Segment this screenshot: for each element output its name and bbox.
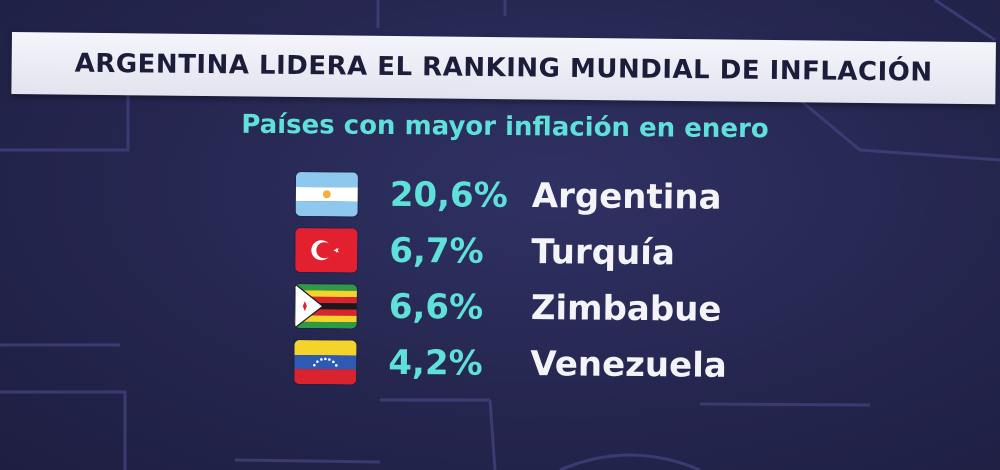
title-banner: ARGENTINA LIDERA EL RANKING MUNDIAL DE I… (11, 32, 996, 105)
ranking-row: 6,7% Turquía (295, 227, 755, 278)
argentina-flag-icon (295, 172, 358, 217)
country-name: Zimbabue (530, 288, 722, 330)
ranking-row: 4,2% Venezuela (294, 339, 754, 390)
country-name: Turquía (531, 232, 676, 274)
inflation-value: 20,6% (389, 174, 508, 216)
chart-title: ARGENTINA LIDERA EL RANKING MUNDIAL DE I… (74, 48, 933, 88)
inflation-value: 4,2% (388, 342, 483, 384)
country-name: Venezuela (530, 344, 727, 386)
chart-subtitle: Países con mayor inflación en enero (241, 109, 769, 145)
inflation-value: 6,6% (388, 286, 484, 328)
turkey-flag-icon (295, 227, 358, 273)
zimbabwe-flag-icon (294, 283, 358, 329)
ranking-row: 20,6% Argentina (295, 172, 756, 222)
country-name: Argentina (531, 176, 722, 218)
venezuela-flag-icon (294, 339, 357, 385)
inflation-value: 6,7% (389, 230, 484, 272)
ranking-row: 6,6% Zimbabue (294, 283, 755, 334)
